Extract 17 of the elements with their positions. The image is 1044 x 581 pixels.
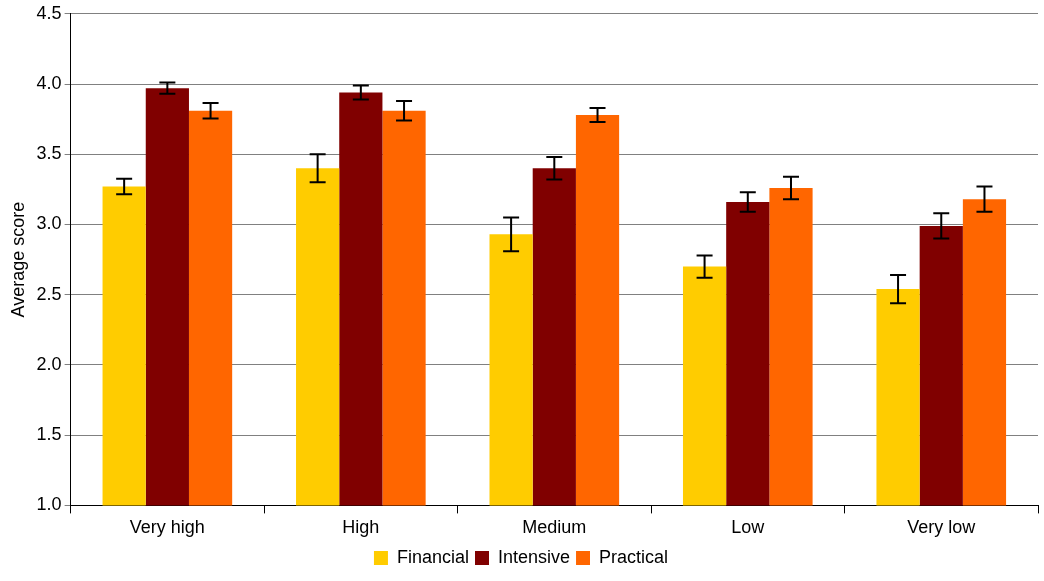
legend-label: Intensive [497, 546, 571, 567]
x-tick-label: High [342, 517, 380, 538]
x-tick-label: Medium [522, 517, 587, 538]
y-tick-label: 3.5 [36, 143, 62, 164]
y-tick-label: 4.0 [36, 73, 62, 93]
x-tick-label: Very low [907, 517, 977, 538]
y-tick-label: 2.5 [36, 283, 62, 304]
legend-label: Practical [599, 546, 669, 567]
y-tick-label: 3.0 [36, 213, 62, 234]
x-tick-label: Very high [129, 517, 205, 538]
y-axis-title: Average score [7, 201, 28, 318]
y-tick-label: 1.0 [36, 494, 62, 515]
legend-label: Financial [396, 546, 469, 567]
x-tick-label: Low [731, 517, 766, 538]
y-tick-label: 1.5 [36, 424, 62, 445]
y-tick-label: 2.0 [36, 353, 62, 374]
y-tick-label: 4.5 [36, 2, 62, 23]
